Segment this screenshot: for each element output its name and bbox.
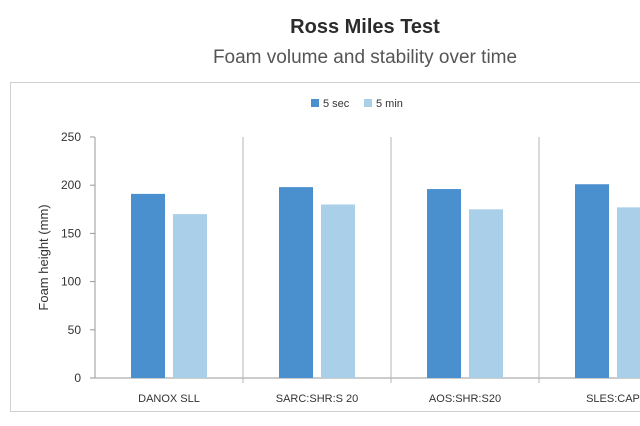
x-tick-label: AOS:SHR:S20	[429, 393, 501, 405]
chart-title: Ross Miles Test	[290, 16, 440, 38]
legend-swatch	[364, 99, 372, 107]
bar-5-sec	[575, 184, 609, 378]
chart-subtitle: Foam volume and stability over time	[212, 47, 518, 68]
legend-swatch	[311, 99, 319, 107]
legend-label: 5 sec	[323, 98, 350, 110]
y-tick-label: 250	[61, 130, 81, 144]
y-tick-label: 0	[74, 371, 81, 385]
bar-5-min	[173, 214, 207, 378]
bar-5-min	[617, 207, 640, 378]
bar-5-min	[321, 204, 355, 378]
bar-5-sec	[131, 193, 165, 378]
bar-5-min	[469, 209, 503, 378]
x-tick-label: SARC:SHR:S 20	[276, 393, 359, 405]
y-tick-label: 200	[61, 178, 81, 192]
legend-label: 5 min	[376, 98, 403, 110]
y-tick-label: 50	[68, 323, 82, 337]
x-tick-label: DANOX SLL	[138, 393, 200, 405]
y-tick-label: 100	[61, 275, 81, 289]
y-tick-label: 150	[61, 226, 81, 240]
bar-5-sec	[427, 189, 461, 378]
bar-5-sec	[279, 187, 313, 378]
x-tick-label: SLES:CAP	[586, 393, 640, 405]
y-axis-label: Foam height (mm)	[36, 204, 51, 310]
